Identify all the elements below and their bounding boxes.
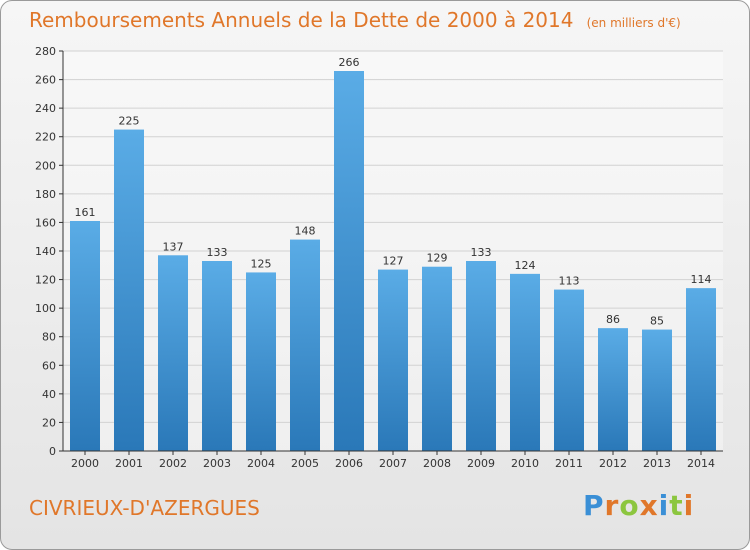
y-tick-label: 280 xyxy=(35,45,56,58)
x-tick-label-2004: 2004 xyxy=(247,457,275,470)
x-tick-label-2013: 2013 xyxy=(643,457,671,470)
y-tick-label: 220 xyxy=(35,131,56,144)
data-label-2008: 129 xyxy=(427,252,448,265)
data-label-2001: 225 xyxy=(119,115,140,128)
data-label-2006: 266 xyxy=(339,56,360,69)
bar-2006 xyxy=(334,71,364,451)
data-label-2011: 113 xyxy=(559,275,580,288)
data-label-2009: 133 xyxy=(471,246,492,259)
bar-2005 xyxy=(290,239,320,451)
y-tick-label: 200 xyxy=(35,159,56,172)
data-label-2013: 85 xyxy=(650,315,664,328)
chart-unit: (en milliers d'€) xyxy=(586,16,681,30)
y-tick-label: 140 xyxy=(35,245,56,258)
bar-2004 xyxy=(246,272,276,451)
y-tick-label: 260 xyxy=(35,74,56,87)
bar-2000 xyxy=(70,221,100,451)
logo-letter: t xyxy=(669,489,684,522)
bar-2003 xyxy=(202,261,232,451)
bar-2001 xyxy=(114,129,144,452)
data-label-2003: 133 xyxy=(207,246,228,259)
x-tick-label-2006: 2006 xyxy=(335,457,363,470)
x-tick-label-2011: 2011 xyxy=(555,457,583,470)
logo-letter: P xyxy=(583,489,605,522)
x-tick-label-2000: 2000 xyxy=(71,457,99,470)
y-tick-label: 160 xyxy=(35,216,56,229)
y-tick-label: 240 xyxy=(35,102,56,115)
x-tick-label-2009: 2009 xyxy=(467,457,495,470)
x-tick-label-2002: 2002 xyxy=(159,457,187,470)
bar-2012 xyxy=(598,328,628,451)
y-tick-label: 20 xyxy=(42,416,56,429)
bar-2014 xyxy=(686,288,716,451)
y-tick-label: 60 xyxy=(42,359,56,372)
data-label-2002: 137 xyxy=(163,240,184,253)
chart-title: Remboursements Annuels de la Dette de 20… xyxy=(29,8,574,32)
bar-2007 xyxy=(378,269,408,451)
y-tick-label: 120 xyxy=(35,274,56,287)
y-tick-label: 40 xyxy=(42,388,56,401)
data-label-2004: 125 xyxy=(251,257,272,270)
proxiti-logo: Proxiti xyxy=(583,489,694,522)
bar-2008 xyxy=(422,266,452,451)
bar-2013 xyxy=(642,329,672,451)
bar-2009 xyxy=(466,261,496,451)
x-tick-label-2008: 2008 xyxy=(423,457,451,470)
title-row: Remboursements Annuels de la Dette de 20… xyxy=(29,8,681,32)
logo-letter: i xyxy=(658,489,670,522)
data-label-2000: 161 xyxy=(75,206,96,219)
x-tick-label-2014: 2014 xyxy=(687,457,715,470)
x-tick-label-2003: 2003 xyxy=(203,457,231,470)
y-tick-label: 0 xyxy=(49,445,56,458)
logo-letter: r xyxy=(604,489,620,522)
data-label-2014: 114 xyxy=(691,273,712,286)
bar-2002 xyxy=(158,255,188,451)
logo-letter: o xyxy=(619,489,640,522)
y-tick-label: 180 xyxy=(35,188,56,201)
data-label-2005: 148 xyxy=(295,225,316,238)
y-tick-label: 100 xyxy=(35,302,56,315)
y-tick-label: 80 xyxy=(42,331,56,344)
x-tick-label-2012: 2012 xyxy=(599,457,627,470)
data-label-2010: 124 xyxy=(515,259,536,272)
x-tick-label-2001: 2001 xyxy=(115,457,143,470)
data-label-2007: 127 xyxy=(383,255,404,268)
commune-name: CIVRIEUX-D'AZERGUES xyxy=(29,496,260,520)
x-tick-label-2007: 2007 xyxy=(379,457,407,470)
logo-letter: i xyxy=(683,489,695,522)
logo-letter: x xyxy=(639,489,659,522)
bar-2011 xyxy=(554,289,584,451)
x-tick-label-2005: 2005 xyxy=(291,457,319,470)
bar-2010 xyxy=(510,273,540,451)
data-label-2012: 86 xyxy=(606,313,620,326)
x-tick-label-2010: 2010 xyxy=(511,457,539,470)
